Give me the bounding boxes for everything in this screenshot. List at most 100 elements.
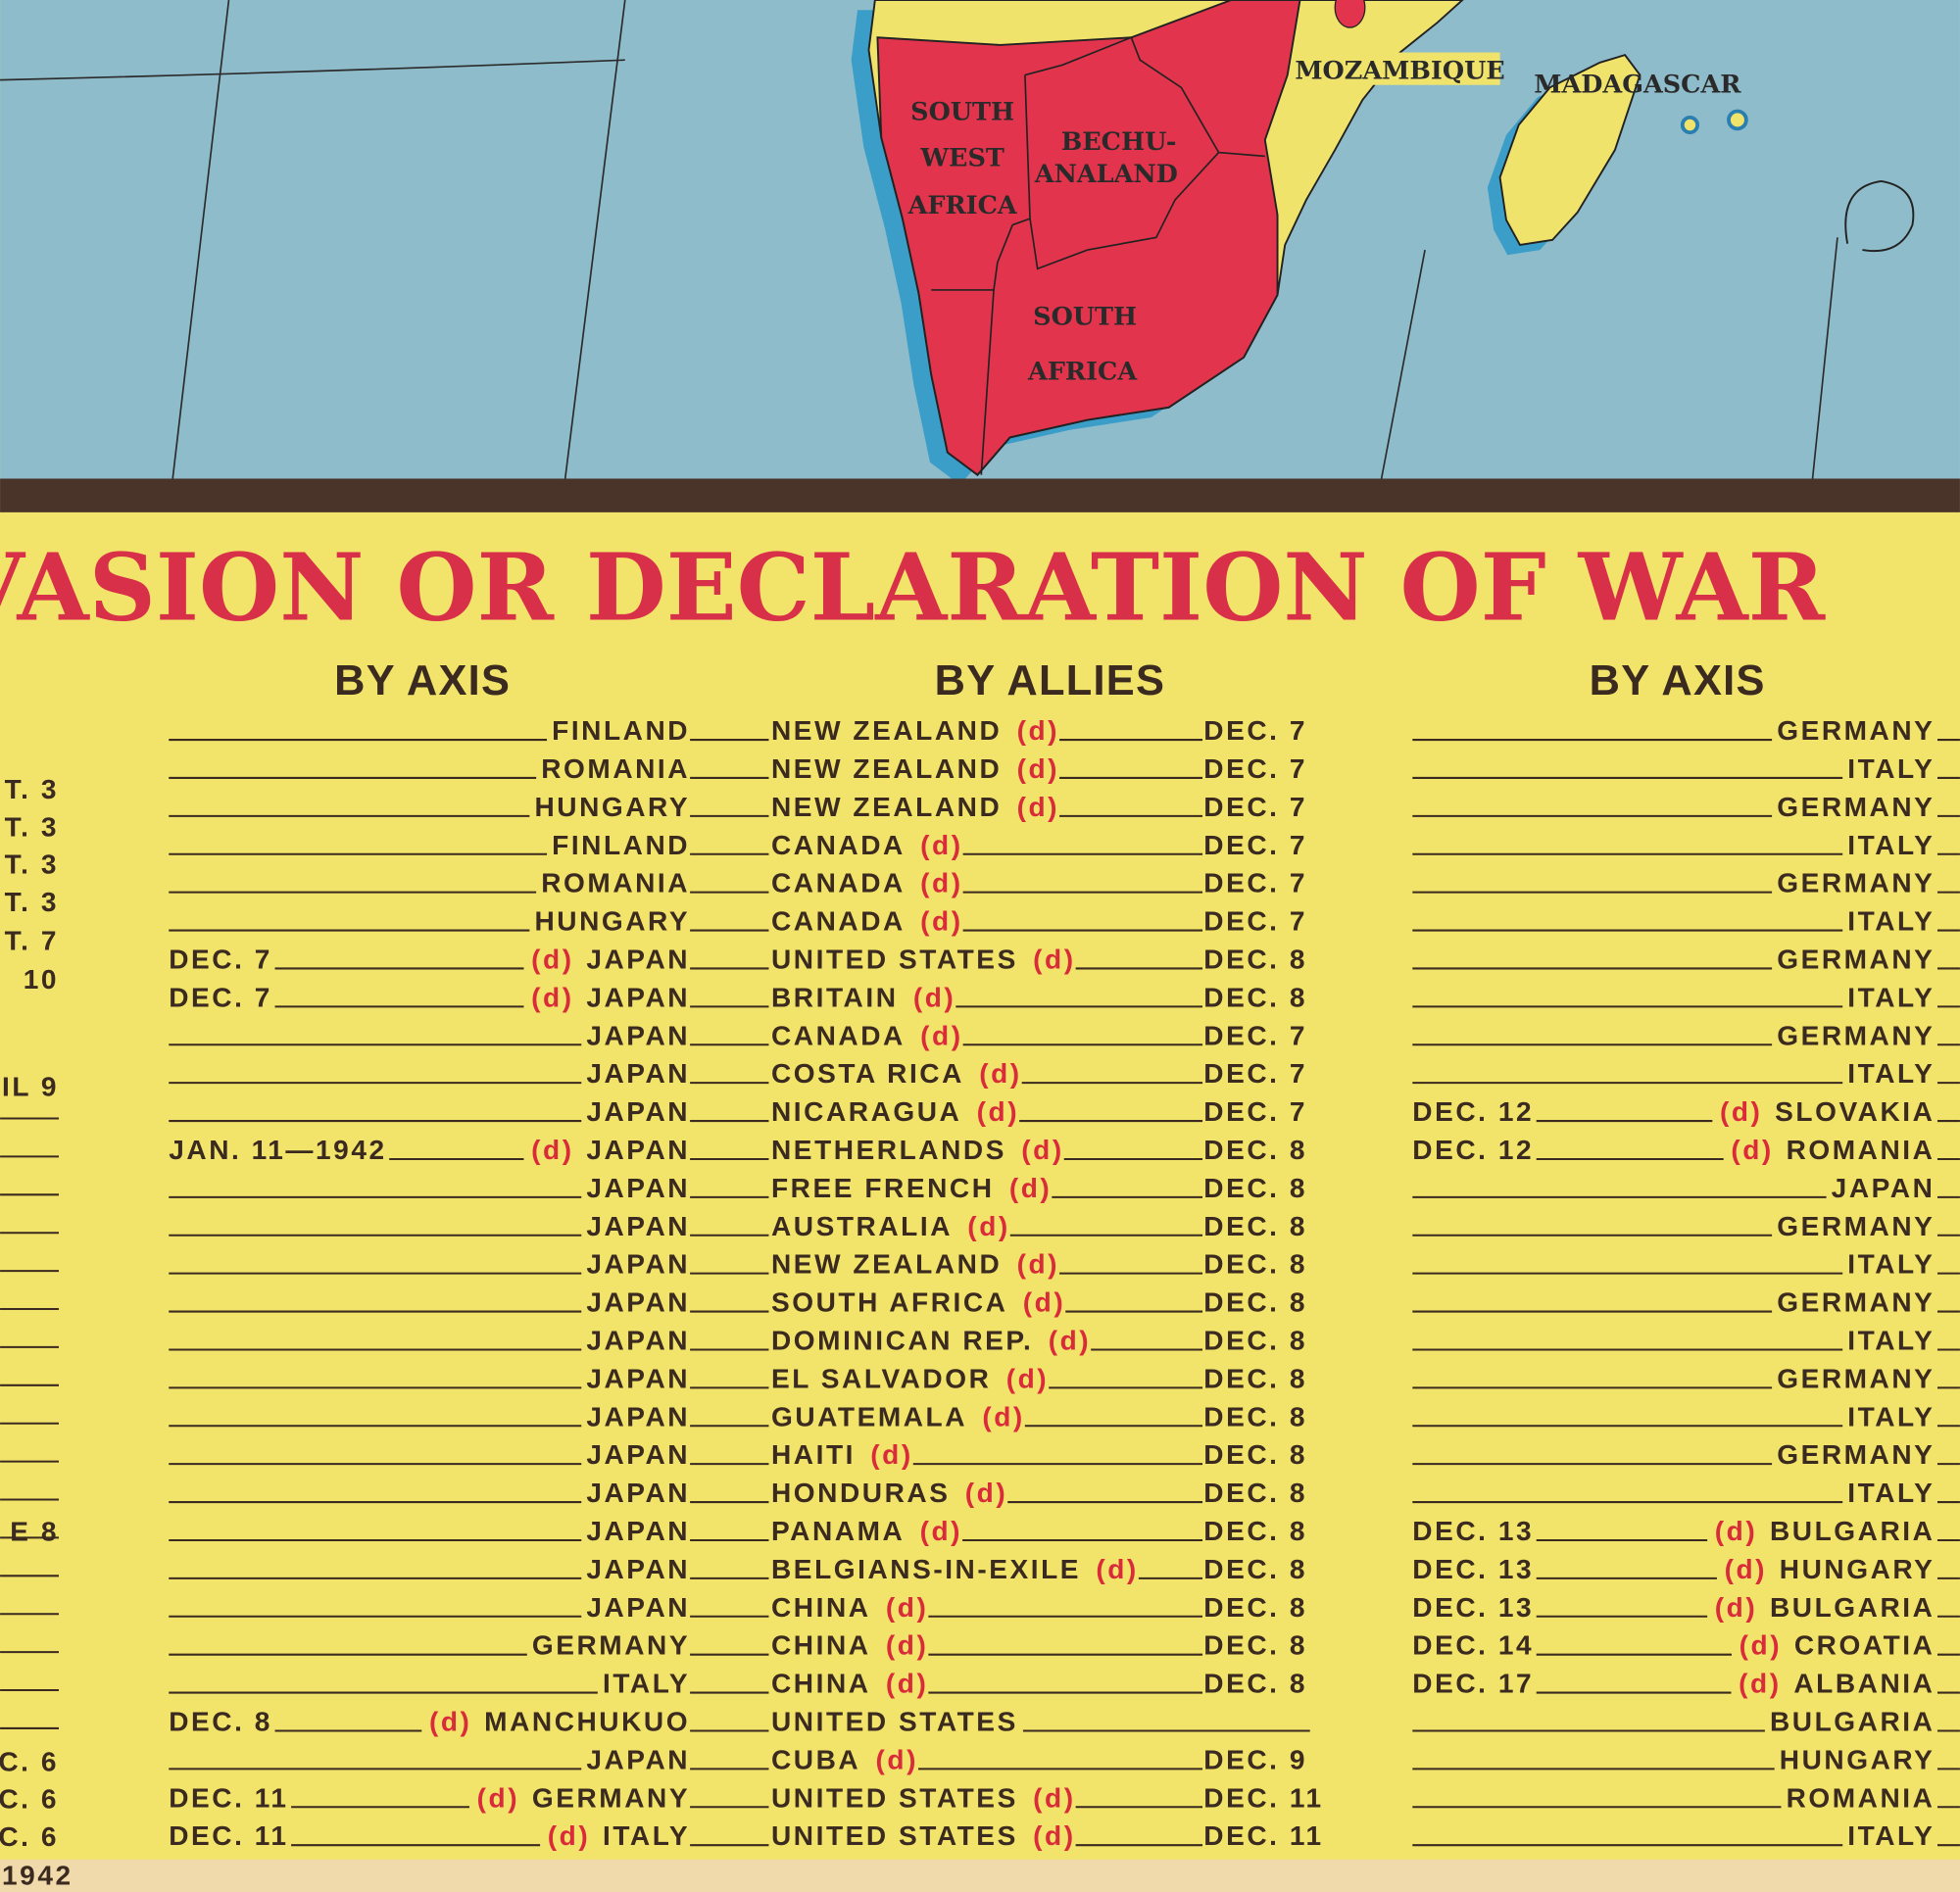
cell-text: DEC. 8 [1203,1287,1307,1318]
cell-text: ITALY [603,1669,690,1699]
cell-text: JAN. 11—1942 [169,1135,386,1165]
south-region [876,0,1301,476]
cell-text: JAPAN [586,982,690,1012]
declaration-mark: (d) [429,1706,471,1736]
cell-text: JAPAN [586,1439,690,1470]
declaration-mark: (d) [982,1401,1024,1431]
declaration-mark: (d) [870,1439,912,1470]
declaration-mark: (d) [886,1669,928,1699]
declaration-mark: (d) [886,1592,928,1623]
declaration-mark: (d) [1017,715,1059,746]
declaration-mark: (d) [979,1058,1021,1089]
cell-text: BULGARIA [1770,1592,1935,1623]
declaration-mark: (d) [531,944,573,974]
bottom-strip [0,1859,1960,1892]
cell-text: NETHERLANDS [771,1135,1006,1165]
declaration-mark: (d) [1006,1363,1049,1393]
cell-text: JAPAN [586,1516,690,1546]
cell-text: DEC. 8 [1203,1401,1307,1431]
column-header: BY ALLIES [935,657,1166,704]
map-label: MOZAMBIQUE [1295,56,1504,85]
declaration-mark: (d) [1021,1135,1063,1165]
declaration-mark: (d) [913,982,956,1012]
cell-text: DEC. 8 [1203,944,1307,974]
cell-text: DEC. 8 [1203,1554,1307,1584]
cell-text: CROATIA [1794,1630,1936,1661]
column-header: BY AXIS [1590,657,1766,704]
cell-text: T. 3 [5,774,59,804]
cell-text: DEC. 7 [1203,906,1307,937]
cell-text: SLOVAKIA [1775,1096,1935,1127]
cell-text: JAPAN [586,1211,690,1241]
cell-text: UNITED STATES [771,944,1018,974]
cell-text: DEC. 7 [1203,1096,1307,1127]
label-bg [1299,52,1500,85]
cell-text: T. 3 [5,811,59,842]
cell-text: ROMANIA [541,753,690,784]
cell-text: DEC. 7 [1203,792,1307,822]
cell-text: DEC. 8 [1203,1439,1307,1470]
cell-text: JAPAN [586,1554,690,1584]
cell-text: JAPAN [586,1058,690,1089]
declaration-mark: (d) [531,982,573,1012]
declaration-mark: (d) [1049,1325,1091,1355]
cell-text: ITALY [1847,906,1935,937]
cell-text: EL SALVADOR [771,1363,991,1393]
cell-text: HONDURAS [771,1478,950,1508]
cell-text: GERMANY [1777,792,1935,822]
declaration-mark: (d) [1009,1173,1052,1203]
cell-text: DEC. 12 [1412,1096,1534,1127]
cell-text: JAPAN [586,944,690,974]
declaration-mark: (d) [967,1211,1009,1241]
cell-text: DEC. 13 [1412,1592,1534,1623]
declaration-mark: (d) [1725,1554,1767,1584]
cell-text: JAPAN [586,1135,690,1165]
cell-text: DEC. 11 [1203,1782,1323,1813]
rows: T. 3 T. 3 T. 3 T. 3 T. 7 10 IL 9 E 8 C. 6 C. 6 C. … [0,715,1960,1852]
cell-text: GERMANY [1777,1211,1935,1241]
cell-text: DEC. 12 [1412,1135,1534,1165]
map-label: SOUTH [910,97,1014,126]
cell-text: HAITI [771,1439,856,1470]
declaration-mark: (d) [548,1820,590,1851]
declaration-mark: (d) [1715,1592,1757,1623]
cell-text: CANADA [771,906,906,937]
cell-text: DEC. 7 [169,944,272,974]
cell-text: ITALY [1847,1325,1935,1355]
declaration-mark: (d) [1739,1669,1781,1699]
cell-text: DEC. 11 [169,1782,288,1813]
declaration-mark: (d) [920,1516,962,1546]
declaration-mark: (d) [1017,753,1059,784]
cell-text: DEC. 8 [1203,1135,1307,1165]
cell-text: JAPAN [586,1173,690,1203]
cell-text: JAPAN [586,1096,690,1127]
cell-text: DEC. 11 [1203,1820,1323,1851]
cell-text: NEW ZEALAND [771,715,1002,746]
declaration-mark: (d) [1033,944,1075,974]
map-label: BECHU- [1061,127,1177,157]
cell-text: ITALY [1847,1401,1935,1431]
declaration-mark: (d) [1017,792,1059,822]
cell-text: BULGARIA [1770,1706,1935,1736]
cell-text: T. 3 [5,887,59,917]
cell-text: HUNGARY [534,792,690,822]
cell-text: DEC. 11 [169,1820,288,1851]
cell-text: ITALY [1847,830,1935,860]
cell-text: NICARAGUA [771,1096,961,1127]
footer-date: 1942 [2,1860,74,1890]
declaration-mark: (d) [1033,1820,1075,1851]
cell-text: DEC. 8 [1203,1325,1307,1355]
cell-text: DEC. 7 [1203,830,1307,860]
cell-text: JAPAN [586,1287,690,1318]
map-label: SOUTH [1033,303,1137,332]
cell-text: ROMANIA [541,868,690,898]
cell-text: ROMANIA [1787,1782,1936,1813]
cell-text: ITALY [1847,982,1935,1012]
cell-text: BRITAIN [771,982,899,1012]
cell-text: DEC. 14 [1412,1630,1534,1661]
cell-text: CANADA [771,1020,906,1050]
madagascar [1498,54,1642,247]
cell-text: CHINA [771,1630,871,1661]
cell-text: UNITED STATES [771,1706,1018,1736]
cell-text: 10 [24,964,59,995]
